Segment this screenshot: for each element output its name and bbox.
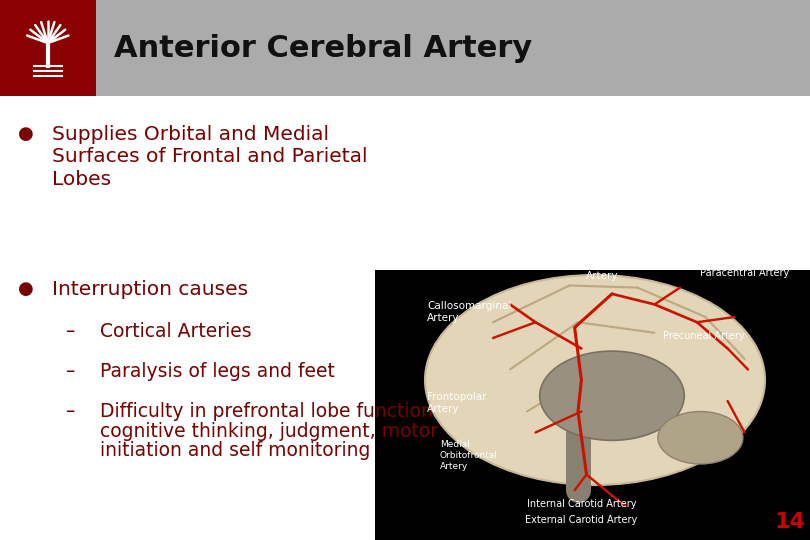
Bar [0, 0, 810, 96]
Ellipse shape [539, 351, 684, 441]
Text: Supplies Orbital and Medial: Supplies Orbital and Medial [52, 125, 329, 144]
Ellipse shape [658, 411, 743, 464]
Text: Medial
Orbitofrontal
Artery: Medial Orbitofrontal Artery [440, 440, 498, 471]
Text: Lobes: Lobes [52, 170, 111, 189]
Text: Internal Carotid Artery: Internal Carotid Artery [526, 499, 636, 509]
Text: ●: ● [18, 280, 34, 298]
Text: cognitive thinking, judgment, motor: cognitive thinking, judgment, motor [100, 422, 438, 441]
Text: Cortical Arteries: Cortical Arteries [100, 322, 252, 341]
Text: Precuneal Artery: Precuneal Artery [663, 331, 744, 341]
Text: initiation and self monitoring: initiation and self monitoring [100, 441, 370, 460]
Text: ●: ● [18, 125, 34, 143]
Text: Pericallosal
Artery: Pericallosal Artery [573, 259, 631, 281]
Text: Difficulty in prefrontal lobe functions of: Difficulty in prefrontal lobe functions … [100, 402, 467, 421]
Bar [0, 0, 96, 96]
Text: External Carotid Artery: External Carotid Artery [525, 515, 637, 525]
Text: Interruption causes: Interruption causes [52, 280, 248, 299]
Text: Surfaces of Frontal and Parietal: Surfaces of Frontal and Parietal [52, 147, 368, 166]
Text: Anterior Cerebral Artery: Anterior Cerebral Artery [113, 33, 532, 63]
Ellipse shape [425, 275, 765, 485]
Text: Paralysis of legs and feet: Paralysis of legs and feet [100, 362, 335, 381]
Text: Paracentral Artery: Paracentral Artery [701, 268, 790, 278]
Bar [375, 270, 810, 540]
Text: –: – [65, 362, 75, 381]
Text: 14: 14 [774, 512, 805, 532]
Text: Callosomarginal
Artery: Callosomarginal Artery [427, 301, 511, 323]
Text: Frontopolar
Artery: Frontopolar Artery [427, 392, 487, 414]
Text: –: – [65, 322, 75, 341]
Bar [0, 96, 810, 540]
Text: –: – [65, 402, 75, 421]
